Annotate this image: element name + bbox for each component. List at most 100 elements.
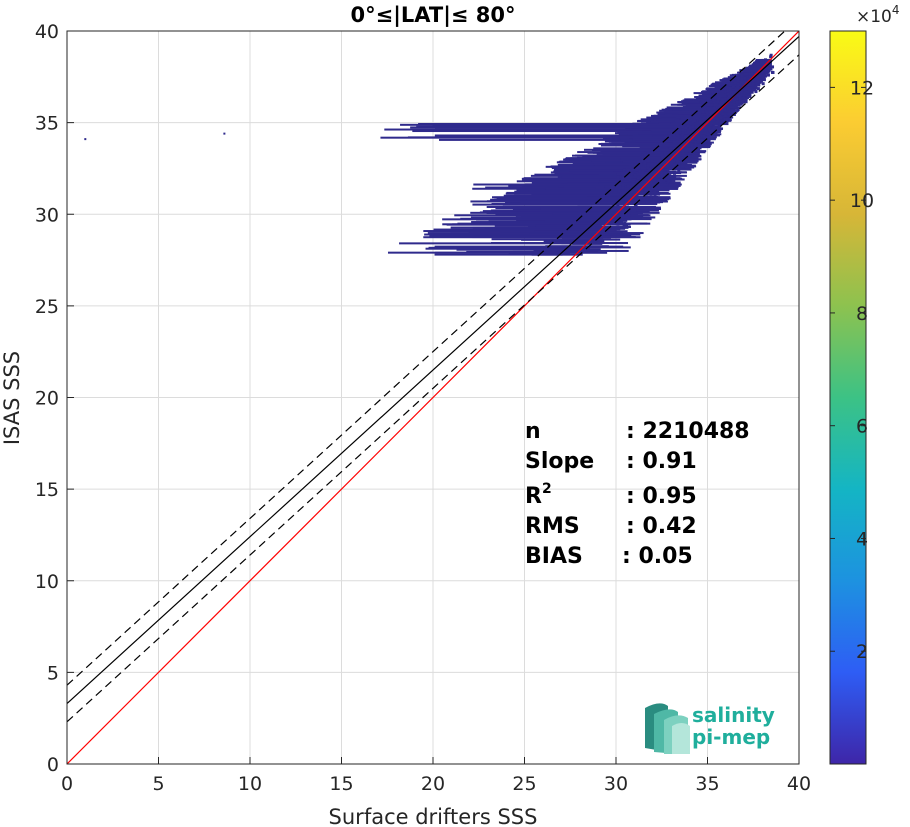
density-cell bbox=[696, 146, 700, 150]
density-streak bbox=[434, 134, 694, 137]
density-cell bbox=[744, 100, 748, 104]
density-cell bbox=[692, 151, 696, 155]
density-cell bbox=[680, 160, 684, 164]
density-cell bbox=[649, 181, 653, 185]
stat-value-2: : 0.95 bbox=[626, 484, 697, 509]
density-streak bbox=[439, 138, 706, 141]
fit-lines bbox=[67, 31, 799, 764]
density-cell bbox=[715, 120, 719, 124]
density-cell bbox=[646, 151, 650, 155]
density-cell bbox=[622, 225, 626, 229]
density-cell bbox=[765, 66, 769, 70]
density-cell bbox=[635, 179, 639, 183]
density-streak bbox=[627, 133, 701, 136]
density-cell bbox=[760, 70, 764, 74]
density-cell bbox=[756, 80, 760, 84]
density-cell bbox=[690, 154, 694, 158]
density-cell bbox=[643, 151, 647, 155]
density-cell bbox=[699, 139, 703, 143]
density-cell bbox=[697, 138, 701, 142]
density-cell bbox=[744, 81, 748, 85]
density-streak bbox=[412, 130, 716, 133]
density-cell bbox=[681, 128, 685, 132]
density-cell bbox=[705, 111, 709, 115]
y-tick-label-7: 35 bbox=[35, 113, 59, 135]
density-streak bbox=[502, 205, 617, 208]
density-cell bbox=[761, 82, 765, 86]
density-cell bbox=[627, 168, 631, 172]
density-cell bbox=[648, 192, 652, 196]
density-cell bbox=[644, 164, 648, 168]
density-cell bbox=[660, 176, 664, 180]
y-tick-label-4: 20 bbox=[35, 388, 59, 410]
density-cell bbox=[769, 53, 773, 57]
density-cell bbox=[717, 127, 721, 131]
density-cell bbox=[677, 169, 681, 173]
density-streak bbox=[524, 178, 662, 181]
logo-line-1: salinity bbox=[692, 703, 775, 727]
density-cell bbox=[742, 96, 746, 100]
density-cell bbox=[621, 183, 625, 187]
density-cell bbox=[730, 92, 734, 96]
density-cell bbox=[672, 163, 676, 167]
density-streak bbox=[694, 96, 736, 99]
density-streak bbox=[429, 234, 600, 237]
density-cell bbox=[704, 126, 708, 130]
y-tick-label-2: 10 bbox=[35, 571, 59, 593]
density-cell bbox=[702, 141, 706, 145]
density-cell bbox=[684, 126, 688, 130]
density-cell bbox=[619, 221, 623, 225]
density-streak bbox=[661, 139, 693, 142]
density-cell bbox=[697, 136, 701, 140]
density-cell bbox=[740, 87, 744, 91]
density-cell bbox=[623, 218, 627, 222]
density-cell bbox=[733, 81, 737, 85]
density-cell bbox=[727, 112, 731, 116]
density-cell bbox=[702, 105, 706, 109]
density-cell bbox=[632, 190, 636, 194]
density-cell bbox=[675, 133, 679, 137]
density-streak bbox=[470, 211, 660, 214]
density-cell bbox=[666, 164, 670, 168]
density-streak bbox=[503, 194, 635, 197]
density-cell bbox=[726, 89, 730, 93]
density-streak bbox=[672, 108, 724, 111]
colorbar-tick-label-5: 12 bbox=[850, 77, 874, 99]
density-cell bbox=[740, 91, 744, 95]
density-cell bbox=[646, 166, 650, 170]
density-cell bbox=[653, 192, 657, 196]
density-cell bbox=[638, 169, 642, 173]
density-streak bbox=[600, 142, 693, 145]
density-cell bbox=[730, 110, 734, 114]
density-cell bbox=[738, 94, 742, 98]
regression-minus-rms-line bbox=[67, 54, 799, 723]
density-streak bbox=[680, 117, 716, 120]
density-streak bbox=[515, 214, 644, 217]
density-cell bbox=[708, 129, 712, 133]
density-streak bbox=[506, 191, 669, 194]
density-streak bbox=[487, 222, 648, 225]
density-cell bbox=[681, 151, 685, 155]
density-streak bbox=[675, 145, 704, 148]
density-cell bbox=[715, 114, 719, 118]
density-cell bbox=[634, 204, 638, 208]
density-cell bbox=[727, 107, 731, 111]
colorbar-tick-label-1: 4 bbox=[856, 528, 868, 550]
colorbar-ticks: 2 4 6 8 10 12 bbox=[830, 77, 874, 663]
density-cell bbox=[717, 104, 721, 108]
density-cell bbox=[649, 195, 653, 199]
density-cell bbox=[685, 140, 689, 144]
density-cell bbox=[699, 117, 703, 121]
density-cell bbox=[696, 124, 700, 128]
stat-label-0: n bbox=[525, 419, 541, 444]
density-cell bbox=[619, 191, 623, 195]
density-cell bbox=[709, 123, 713, 127]
density-streak bbox=[592, 151, 673, 154]
stat-label-4: BIAS bbox=[525, 544, 583, 569]
density-streak bbox=[470, 216, 642, 219]
chart-title: 0°≤|LAT|≤ 80° bbox=[350, 3, 515, 28]
density-cell bbox=[733, 98, 737, 102]
density-cell bbox=[706, 115, 710, 119]
density-streak bbox=[591, 159, 678, 162]
